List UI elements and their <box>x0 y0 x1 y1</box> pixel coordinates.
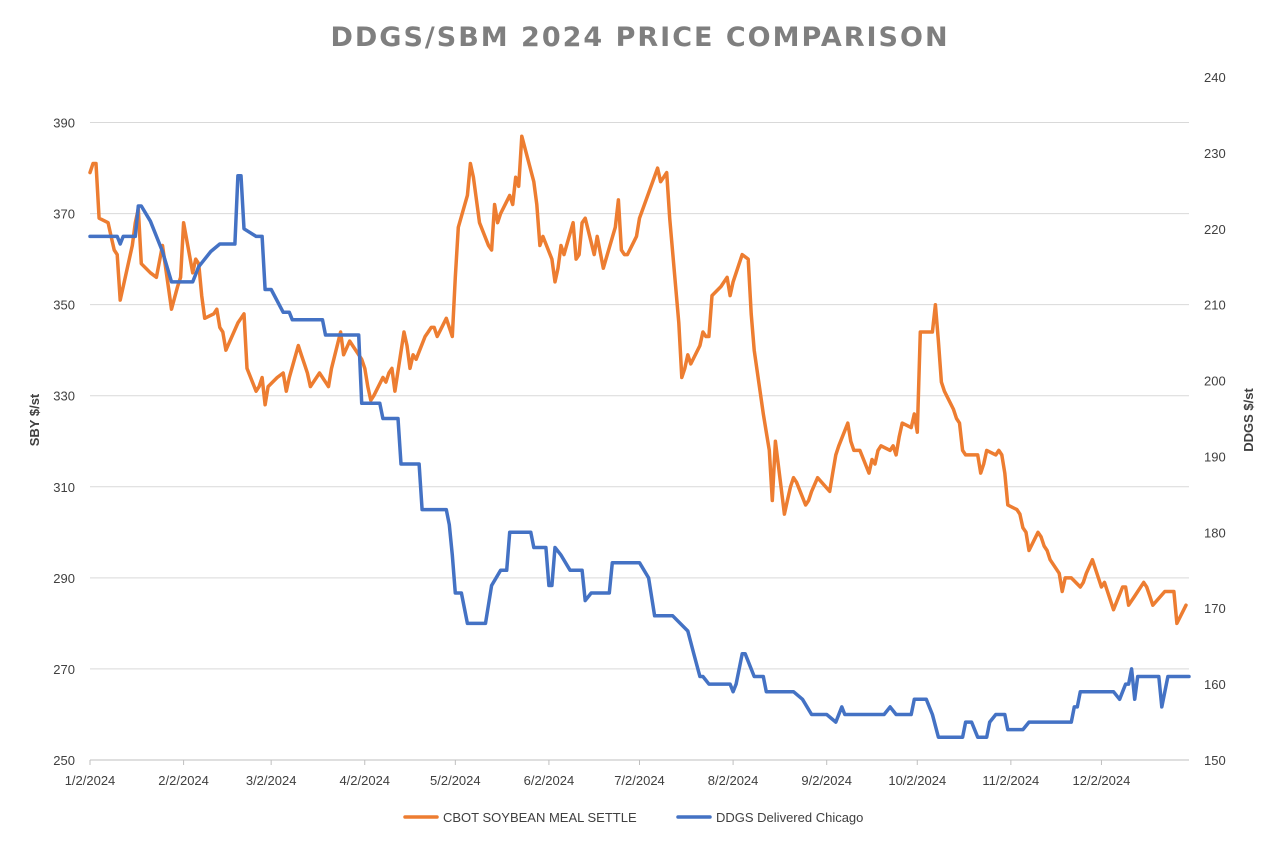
y2-tick-label: 180 <box>1204 525 1226 540</box>
y2-tick-label: 190 <box>1204 449 1226 464</box>
y-tick-label: 270 <box>53 662 75 677</box>
y-tick-label: 390 <box>53 116 75 131</box>
x-tick-label: 12/2/2024 <box>1073 773 1131 788</box>
y-tick-label: 350 <box>53 298 75 313</box>
x-tick-label: 7/2/2024 <box>614 773 665 788</box>
y2-tick-label: 170 <box>1204 601 1226 616</box>
x-tick-label: 3/2/2024 <box>246 773 297 788</box>
x-tick-label: 11/2/2024 <box>982 773 1039 788</box>
x-tick-label: 4/2/2024 <box>339 773 390 788</box>
y2-tick-label: 200 <box>1204 374 1226 389</box>
series-lines <box>88 134 1191 739</box>
y2-tick-label: 210 <box>1204 298 1226 313</box>
series-line-soybean-meal <box>88 134 1188 626</box>
y2-tick-label: 240 <box>1204 70 1226 85</box>
y-axis-title: SBY $/st <box>27 393 42 446</box>
x-tick-label: 8/2/2024 <box>708 773 759 788</box>
x-tick-label: 6/2/2024 <box>524 773 575 788</box>
legend-label-ddgs: DDGS Delivered Chicago <box>716 810 863 825</box>
legend-label-soybean-meal: CBOT SOYBEAN MEAL SETTLE <box>443 810 637 825</box>
y-tick-label: 370 <box>53 207 75 222</box>
chart-title: DDGS/SBM 2024 PRICE COMPARISON <box>330 22 949 53</box>
y2-axis-ticks: 150 160 170 180 190 200 210 220 230 240 <box>1204 70 1226 768</box>
y-tick-label: 330 <box>53 389 75 404</box>
y-tick-label: 290 <box>53 571 75 586</box>
x-tick-label: 10/2/2024 <box>888 773 946 788</box>
x-axis-ticks: 1/2/2024 2/2/2024 3/2/2024 4/2/2024 5/2/2024… <box>65 760 1131 788</box>
x-tick-label: 9/2/2024 <box>801 773 852 788</box>
y-axis-ticks: 250 270 290 310 330 350 370 390 <box>53 116 75 768</box>
y2-axis-title: DDGS $/st <box>1241 388 1256 452</box>
y-tick-label: 250 <box>53 753 75 768</box>
y2-tick-label: 220 <box>1204 222 1226 237</box>
y-tick-label: 310 <box>53 480 75 495</box>
y2-tick-label: 160 <box>1204 677 1226 692</box>
x-tick-label: 5/2/2024 <box>430 773 481 788</box>
x-tick-label: 2/2/2024 <box>158 773 209 788</box>
legend: CBOT SOYBEAN MEAL SETTLE DDGS Delivered … <box>403 810 863 825</box>
y2-tick-label: 230 <box>1204 146 1226 161</box>
x-tick-label: 1/2/2024 <box>65 773 116 788</box>
y2-tick-label: 150 <box>1204 753 1226 768</box>
series-line-ddgs <box>88 173 1191 739</box>
